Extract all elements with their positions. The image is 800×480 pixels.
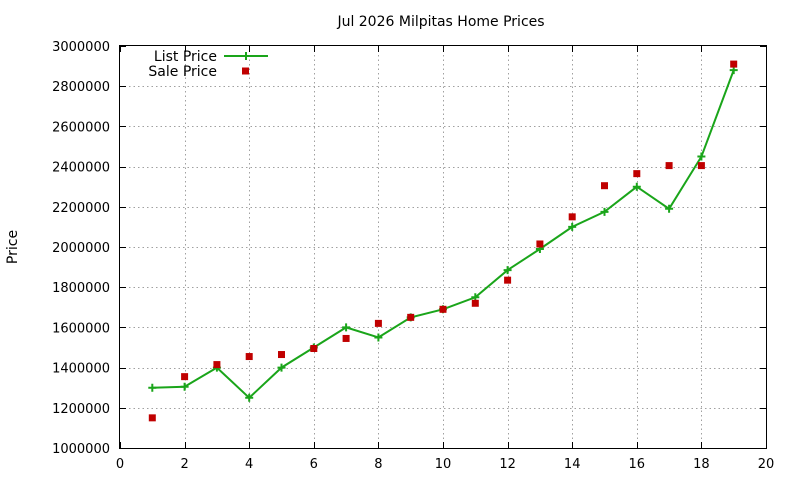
legend-label-sale-price: Sale Price bbox=[148, 64, 217, 80]
list-price-point bbox=[632, 182, 641, 191]
sale-price-point bbox=[407, 313, 415, 321]
y-tick-label: 3000000 bbox=[52, 40, 110, 55]
x-tick-label: 12 bbox=[499, 457, 516, 472]
sale-price-point bbox=[601, 182, 608, 190]
sale-price-point bbox=[213, 361, 221, 369]
sale-price-point bbox=[471, 299, 479, 307]
sale-price-point bbox=[697, 162, 705, 170]
x-tick-labels: 0 2 4 6 8 10 12 14 16 18 20 bbox=[116, 457, 774, 472]
series-layer bbox=[148, 60, 738, 422]
sale-price-point bbox=[633, 170, 641, 178]
sale-price-point bbox=[568, 213, 576, 221]
plot-frame bbox=[119, 45, 767, 449]
list-price-point bbox=[180, 382, 189, 391]
y-tick-label: 1200000 bbox=[52, 402, 110, 417]
legend-marker-sale-price bbox=[242, 67, 249, 75]
y-tick-label: 1800000 bbox=[52, 281, 110, 296]
legend-marker-list-price bbox=[242, 52, 250, 60]
y-tick-label: 2400000 bbox=[52, 161, 110, 176]
x-tick-label: 14 bbox=[564, 457, 581, 472]
y-axis-label: Price bbox=[5, 230, 21, 264]
x-tick-label: 6 bbox=[310, 457, 318, 472]
x-tick-label: 20 bbox=[758, 457, 775, 472]
sale-price-point bbox=[665, 162, 673, 170]
y-tick-label: 1400000 bbox=[52, 362, 110, 377]
y-tick-label: 2000000 bbox=[52, 241, 110, 256]
sale-price-point bbox=[310, 345, 318, 353]
list-price-point bbox=[697, 152, 706, 161]
list-price-point bbox=[374, 333, 383, 342]
x-tick-label: 8 bbox=[374, 457, 382, 472]
x-tick-label: 0 bbox=[116, 457, 124, 472]
x-tick-label: 18 bbox=[693, 457, 710, 472]
sale-price-point bbox=[536, 240, 544, 248]
sale-price-point bbox=[374, 319, 382, 327]
list-price-point bbox=[600, 207, 609, 216]
axis-ticks bbox=[120, 46, 767, 449]
x-tick-label: 10 bbox=[435, 457, 452, 472]
list-price-point bbox=[148, 383, 157, 392]
x-tick-label: 4 bbox=[245, 457, 253, 472]
sale-price-point bbox=[439, 305, 447, 313]
sale-price-point bbox=[504, 276, 512, 284]
x-tick-label: 2 bbox=[180, 457, 188, 472]
sale-price-point bbox=[181, 373, 189, 381]
sale-price-point bbox=[342, 334, 350, 342]
legend: List Price Sale Price bbox=[148, 49, 268, 80]
y-tick-label: 1600000 bbox=[52, 321, 110, 336]
list-price-point bbox=[503, 266, 512, 275]
y-tick-label: 1000000 bbox=[52, 442, 110, 457]
list-price-point bbox=[277, 363, 286, 372]
y-tick-label: 2800000 bbox=[52, 80, 110, 95]
grid-lines bbox=[120, 46, 766, 448]
sale-price-point bbox=[245, 353, 253, 361]
list-price-point bbox=[245, 393, 254, 402]
sale-price-point bbox=[148, 414, 156, 422]
list-price-point bbox=[342, 323, 351, 332]
y-tick-label: 2200000 bbox=[52, 201, 110, 216]
legend-label-list-price: List Price bbox=[154, 49, 217, 65]
chart-title: Jul 2026 Milpitas Home Prices bbox=[336, 14, 544, 30]
y-tick-labels: 1000000 1200000 1400000 1600000 1800000 20000… bbox=[52, 40, 110, 457]
list-price-point bbox=[568, 222, 577, 231]
list-price-point bbox=[665, 204, 674, 213]
legend-plus bbox=[242, 52, 250, 60]
x-tick-label: 16 bbox=[629, 457, 646, 472]
sale-price-point bbox=[730, 60, 738, 68]
sale-price-point bbox=[278, 351, 285, 359]
y-tick-label: 2600000 bbox=[52, 120, 110, 135]
